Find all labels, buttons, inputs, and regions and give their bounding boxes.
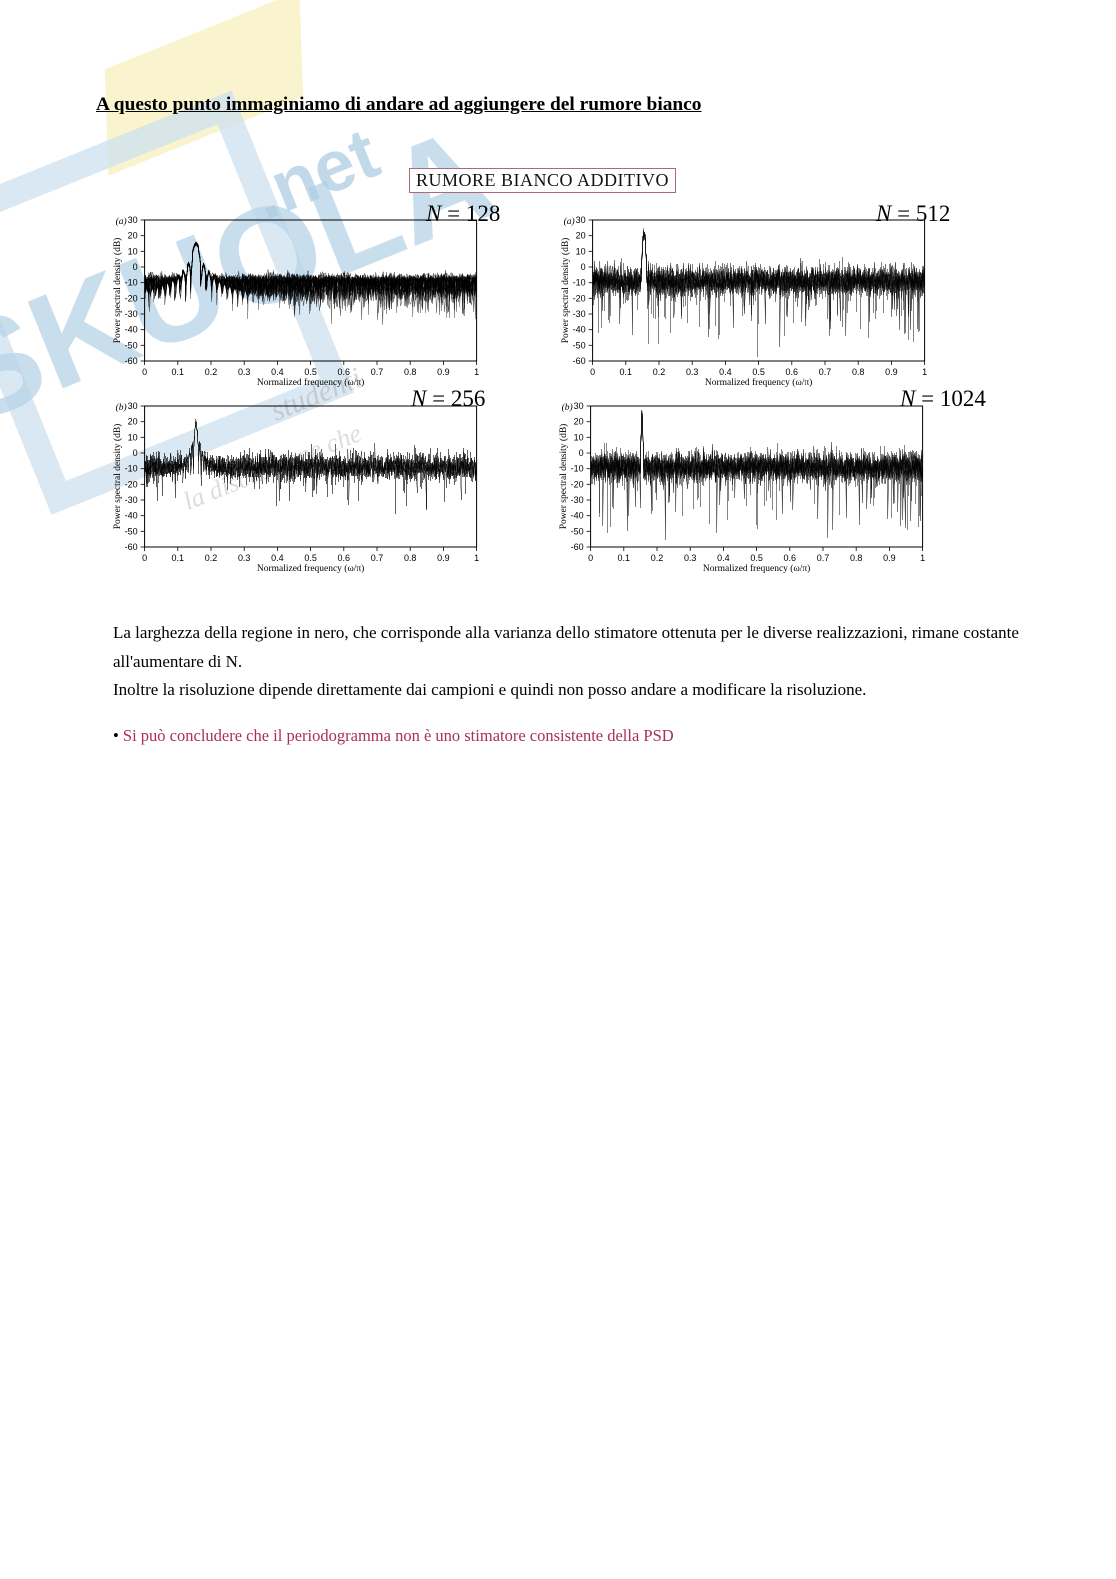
svg-text:0.3: 0.3 — [238, 367, 251, 377]
svg-text:0.8: 0.8 — [850, 553, 863, 563]
svg-text:-10: -10 — [125, 464, 138, 474]
svg-text:0.2: 0.2 — [205, 367, 217, 377]
svg-text:20: 20 — [576, 231, 586, 241]
svg-text:0: 0 — [142, 553, 147, 563]
svg-text:-40: -40 — [125, 325, 138, 335]
svg-text:0.8: 0.8 — [852, 367, 865, 377]
svg-text:-20: -20 — [573, 293, 586, 303]
svg-text:1: 1 — [474, 367, 479, 377]
svg-text:0.4: 0.4 — [271, 367, 284, 377]
svg-text:0.4: 0.4 — [719, 367, 732, 377]
svg-text:-20: -20 — [571, 479, 584, 489]
svg-text:0.4: 0.4 — [271, 553, 284, 563]
svg-text:0.9: 0.9 — [885, 367, 898, 377]
svg-text:0.9: 0.9 — [437, 553, 450, 563]
svg-text:1: 1 — [922, 367, 927, 377]
svg-text:(a): (a) — [564, 216, 575, 227]
svg-text:Normalized frequency (ω/π): Normalized frequency (ω/π) — [703, 563, 810, 574]
svg-text:30: 30 — [576, 215, 586, 225]
svg-text:0: 0 — [142, 367, 147, 377]
svg-text:10: 10 — [574, 432, 584, 442]
svg-text:-20: -20 — [125, 293, 138, 303]
svg-text:0.2: 0.2 — [653, 367, 666, 377]
svg-text:0.5: 0.5 — [752, 367, 765, 377]
svg-text:-40: -40 — [573, 325, 586, 335]
svg-text:0: 0 — [579, 448, 584, 458]
svg-text:(a): (a) — [116, 216, 127, 227]
svg-text:0.3: 0.3 — [686, 367, 699, 377]
svg-text:20: 20 — [128, 231, 138, 241]
svg-text:-30: -30 — [571, 495, 584, 505]
svg-text:-60: -60 — [125, 542, 138, 552]
svg-text:0.3: 0.3 — [684, 553, 697, 563]
svg-text:(b): (b) — [562, 402, 573, 413]
svg-text:0.6: 0.6 — [786, 367, 799, 377]
svg-text:0: 0 — [133, 448, 138, 458]
svg-text:-10: -10 — [573, 278, 586, 288]
svg-text:0.8: 0.8 — [404, 553, 417, 563]
svg-text:0.2: 0.2 — [205, 553, 217, 563]
svg-text:-30: -30 — [573, 309, 586, 319]
svg-text:-30: -30 — [125, 309, 138, 319]
svg-text:0.1: 0.1 — [620, 367, 633, 377]
svg-text:30: 30 — [128, 215, 138, 225]
svg-text:-40: -40 — [571, 511, 584, 521]
svg-text:0.7: 0.7 — [817, 553, 830, 563]
svg-text:0.5: 0.5 — [304, 553, 317, 563]
svg-text:30: 30 — [574, 401, 584, 411]
svg-text:0.8: 0.8 — [404, 367, 417, 377]
svg-text:1: 1 — [920, 553, 925, 563]
svg-text:10: 10 — [128, 432, 138, 442]
svg-text:-60: -60 — [571, 542, 584, 552]
svg-text:-50: -50 — [571, 526, 584, 536]
svg-text:0.9: 0.9 — [883, 553, 896, 563]
svg-text:0: 0 — [581, 262, 586, 272]
svg-text:-10: -10 — [125, 278, 138, 288]
svg-text:0.9: 0.9 — [437, 367, 450, 377]
svg-text:20: 20 — [128, 417, 138, 427]
svg-text:0.2: 0.2 — [651, 553, 664, 563]
svg-text:0.6: 0.6 — [784, 553, 797, 563]
svg-text:0: 0 — [133, 262, 138, 272]
svg-text:10: 10 — [128, 246, 138, 256]
svg-text:-20: -20 — [125, 479, 138, 489]
svg-text:10: 10 — [576, 246, 586, 256]
svg-text:1: 1 — [474, 553, 479, 563]
svg-text:-50: -50 — [125, 526, 138, 536]
svg-text:Normalized frequency (ω/π): Normalized frequency (ω/π) — [257, 377, 364, 388]
svg-text:0.3: 0.3 — [238, 553, 251, 563]
svg-text:0.1: 0.1 — [172, 367, 185, 377]
svg-text:30: 30 — [128, 401, 138, 411]
svg-text:0.7: 0.7 — [819, 367, 832, 377]
svg-text:-60: -60 — [125, 356, 138, 366]
svg-text:-50: -50 — [125, 340, 138, 350]
svg-text:-60: -60 — [573, 356, 586, 366]
svg-text:Power spectral density (dB): Power spectral density (dB) — [112, 424, 123, 530]
svg-text:0.5: 0.5 — [304, 367, 317, 377]
svg-text:0.1: 0.1 — [618, 553, 631, 563]
svg-text:Normalized frequency (ω/π): Normalized frequency (ω/π) — [257, 563, 364, 574]
svg-text:Power spectral density (dB): Power spectral density (dB) — [112, 238, 123, 344]
svg-text:(b): (b) — [116, 402, 127, 413]
svg-text:Power spectral density (dB): Power spectral density (dB) — [558, 424, 569, 530]
svg-text:Power spectral density (dB): Power spectral density (dB) — [560, 238, 571, 344]
svg-text:20: 20 — [574, 417, 584, 427]
svg-text:0.4: 0.4 — [717, 553, 730, 563]
svg-text:-50: -50 — [573, 340, 586, 350]
svg-text:0: 0 — [588, 553, 593, 563]
svg-text:0.7: 0.7 — [371, 553, 384, 563]
svg-text:0.6: 0.6 — [338, 367, 351, 377]
svg-text:-30: -30 — [125, 495, 138, 505]
svg-text:0.1: 0.1 — [172, 553, 185, 563]
svg-text:0.7: 0.7 — [371, 367, 384, 377]
svg-text:0: 0 — [590, 367, 595, 377]
svg-text:-10: -10 — [571, 464, 584, 474]
svg-text:0.5: 0.5 — [750, 553, 763, 563]
svg-text:0.6: 0.6 — [338, 553, 351, 563]
svg-text:-40: -40 — [125, 511, 138, 521]
svg-text:Normalized frequency (ω/π): Normalized frequency (ω/π) — [705, 377, 812, 388]
